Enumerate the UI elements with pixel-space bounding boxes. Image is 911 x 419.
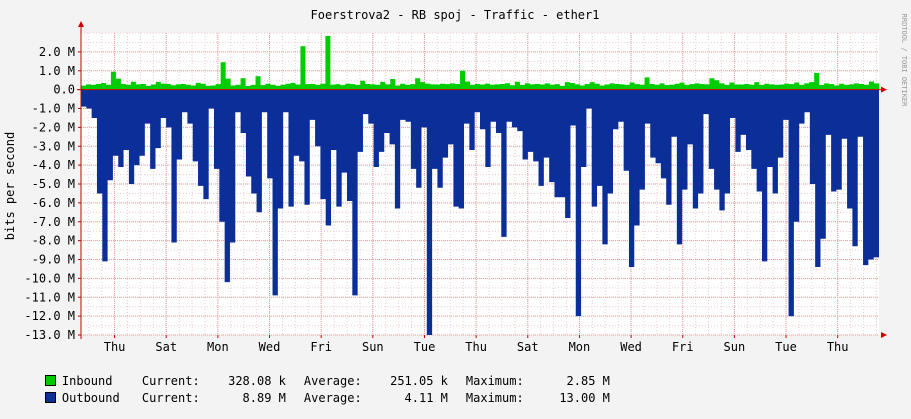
x-tick-label: Mon bbox=[207, 340, 229, 354]
y-ticks: 2.0 M 1.0 M 0.0 -1.0 M -2.0 M -3.0 M -4.0 M -5.… bbox=[24, 45, 81, 342]
x-tick-label: Wed bbox=[259, 340, 281, 354]
graph-frame: 2.0 M 1.0 M 0.0 -1.0 M -2.0 M -3.0 M -4.0 M -5.… bbox=[3, 8, 908, 405]
x-tick-label: Sat bbox=[517, 340, 539, 354]
legend-maximum-label: Maximum: bbox=[465, 391, 524, 405]
x-tick-label: Tue bbox=[775, 340, 797, 354]
y-axis-label: bits per second bbox=[3, 132, 17, 240]
x-tick-label: Fri bbox=[672, 340, 694, 354]
y-tick-label: -12.0 M bbox=[24, 309, 75, 323]
x-tick-label: Thu bbox=[827, 340, 849, 354]
x-tick-label: Thu bbox=[104, 340, 126, 354]
y-tick-label: 1.0 M bbox=[39, 64, 75, 78]
y-tick-label: -9.0 M bbox=[32, 253, 75, 267]
legend-current-value: 328.08 k bbox=[228, 374, 286, 388]
legend-name: Inbound bbox=[61, 374, 113, 388]
x-tick-label: Sun bbox=[724, 340, 746, 354]
y-tick-label: 2.0 M bbox=[39, 45, 75, 59]
x-tick-label: Sat bbox=[155, 340, 177, 354]
y-axis-arrow bbox=[78, 21, 84, 27]
legend-maximum-value: 2.85 M bbox=[566, 374, 610, 388]
outbound-area bbox=[81, 89, 879, 335]
x-axis-arrow bbox=[881, 86, 887, 93]
y-tick-label: -3.0 M bbox=[32, 139, 75, 153]
legend-average-label: Average: bbox=[303, 374, 362, 388]
chart-title: Foerstrova2 - RB spoj - Traffic - ether1 bbox=[311, 8, 600, 22]
areas bbox=[81, 35, 879, 335]
x-tick-label: Sun bbox=[362, 340, 384, 354]
legend-maximum-label: Maximum: bbox=[465, 374, 524, 388]
y-tick-label: -5.0 M bbox=[32, 177, 75, 191]
y-tick-label: -7.0 M bbox=[32, 215, 75, 229]
bottom-arrow bbox=[881, 332, 887, 338]
x-tick-label: Wed bbox=[620, 340, 642, 354]
x-ticks: Thu Sat Mon Wed Fri Sun Tue Thu Sat Mon Wed Fri Sun T… bbox=[104, 335, 849, 354]
y-tick-label: -2.0 M bbox=[32, 120, 75, 134]
legend-row-outbound: Outbound Current: 8.89 M Average: 4.11 M Maxi… bbox=[16, 377, 716, 419]
x-tick-label: Mon bbox=[569, 340, 591, 354]
legend-row-inbound: Inbound Current: 328.08 k Average: 251.05 k M… bbox=[16, 360, 716, 402]
inbound-area bbox=[81, 35, 879, 90]
y-tick-label: -10.0 M bbox=[24, 271, 75, 285]
x-tick-label: Thu bbox=[465, 340, 487, 354]
y-tick-label: -8.0 M bbox=[32, 234, 75, 248]
legend-average-label: Average: bbox=[303, 391, 362, 405]
legend-average-value: 4.11 M bbox=[404, 391, 448, 405]
legend-current-value: 8.89 M bbox=[242, 391, 286, 405]
legend-average-value: 251.05 k bbox=[390, 374, 448, 388]
y-tick-label: -11.0 M bbox=[24, 290, 75, 304]
y-tick-label: -4.0 M bbox=[32, 158, 75, 172]
x-tick-label: Fri bbox=[310, 340, 332, 354]
y-tick-label: -13.0 M bbox=[24, 328, 75, 342]
legend-current-label: Current: bbox=[141, 391, 200, 405]
x-tick-label: Tue bbox=[414, 340, 436, 354]
y-tick-label: -1.0 M bbox=[32, 102, 75, 116]
y-tick-label: 0.0 bbox=[53, 83, 75, 97]
rrdtool-watermark: RRDTOOL / TOBI OETIKER bbox=[900, 14, 908, 108]
traffic-chart: 2.0 M 1.0 M 0.0 -1.0 M -2.0 M -3.0 M -4.0 M -5.… bbox=[3, 8, 908, 354]
legend-name: Outbound bbox=[61, 391, 120, 405]
legend-current-label: Current: bbox=[141, 374, 200, 388]
y-tick-label: -6.0 M bbox=[32, 196, 75, 210]
axes bbox=[77, 21, 887, 339]
outbound-swatch bbox=[44, 392, 56, 403]
inbound-swatch bbox=[44, 375, 56, 386]
legend-maximum-value: 13.00 M bbox=[559, 391, 610, 405]
